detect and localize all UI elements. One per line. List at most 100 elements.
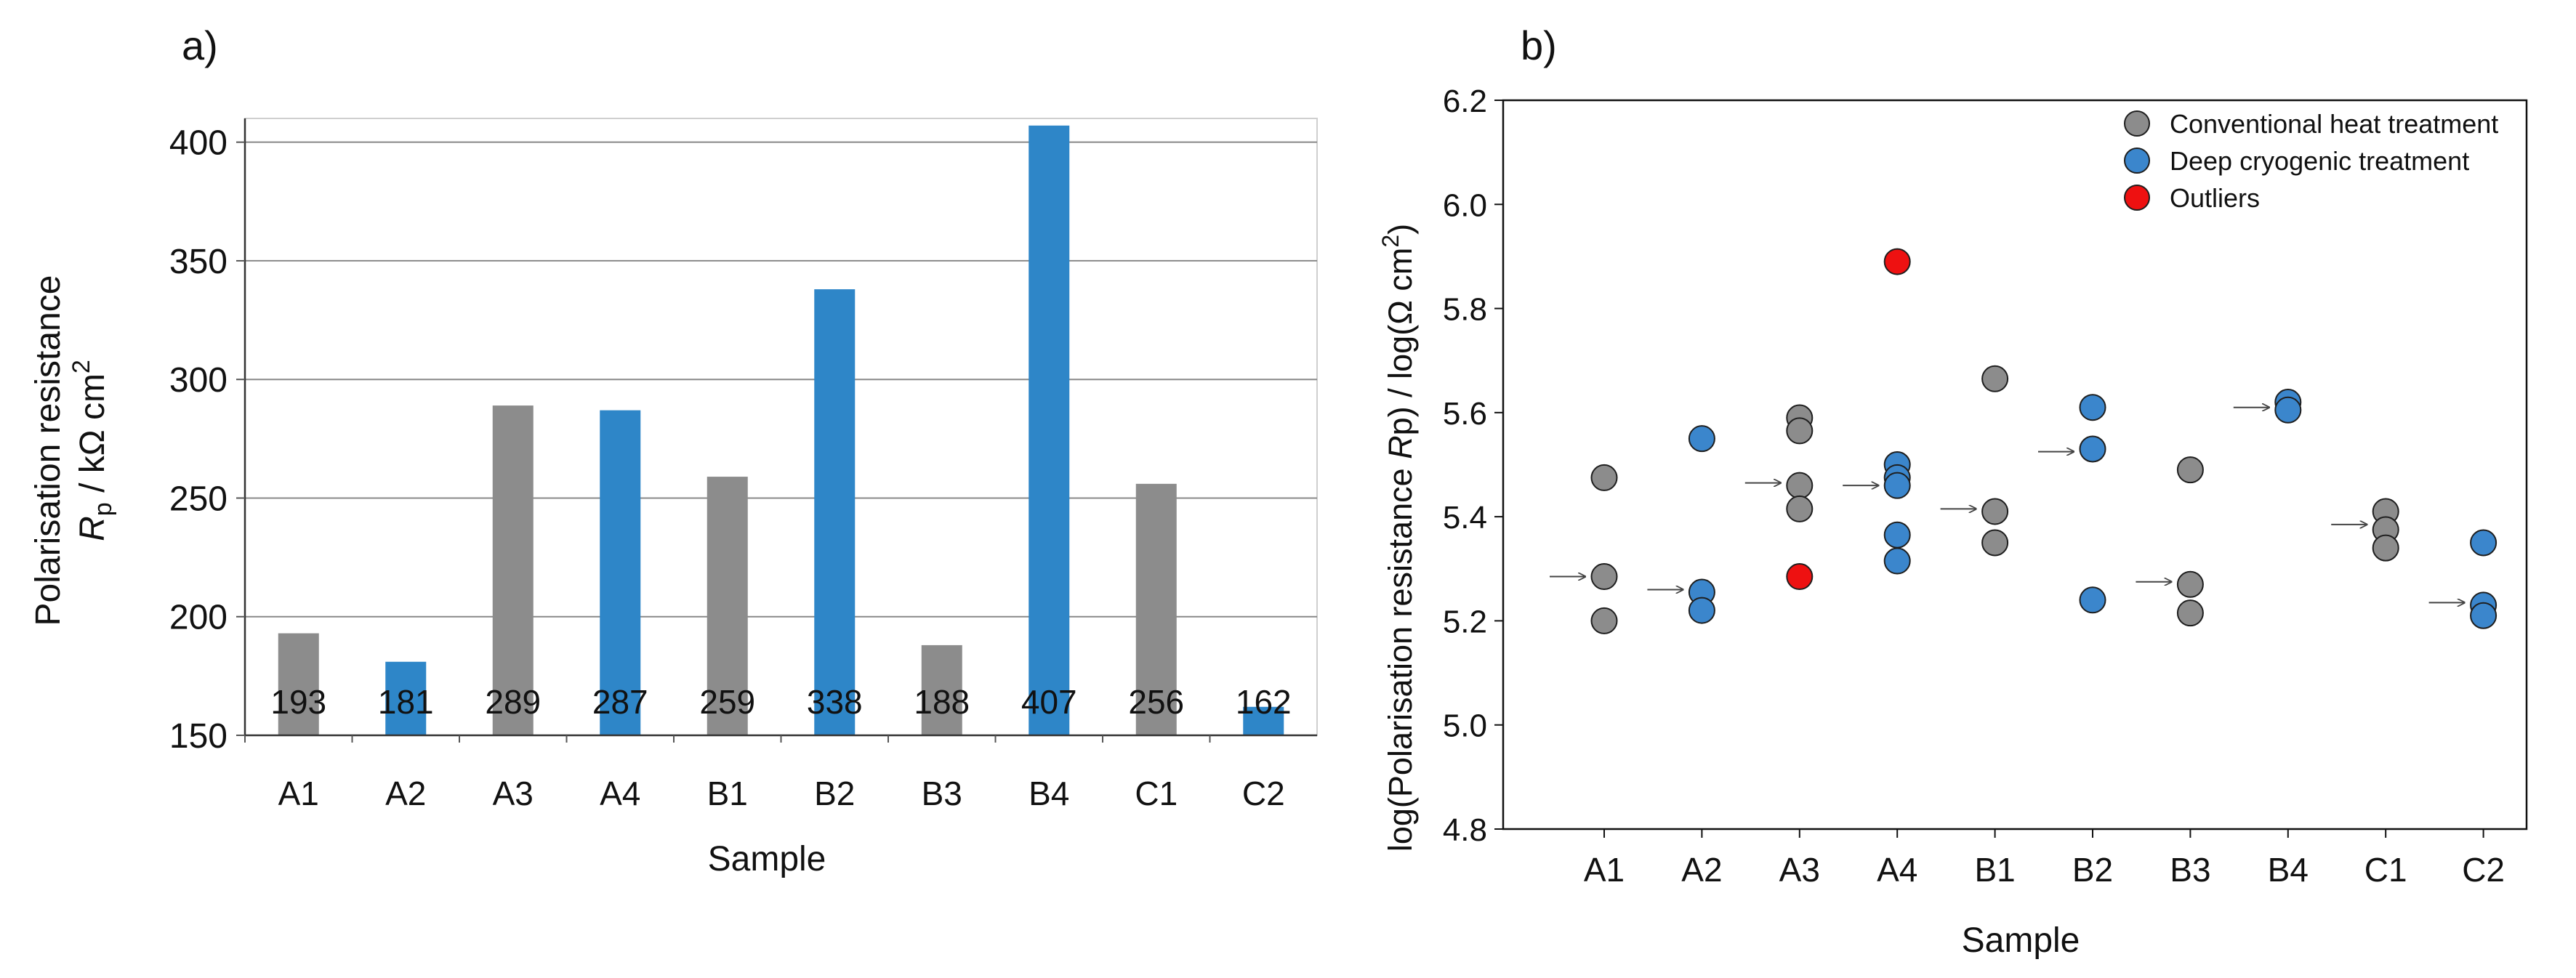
point-conventional-A3 bbox=[1786, 495, 1814, 522]
mean-arrow-markers bbox=[1550, 408, 2465, 603]
legend-marker-cryogenic bbox=[2124, 147, 2150, 174]
bar-chart-y-ticks: 150 200 250 300 350 400 bbox=[169, 124, 245, 756]
point-cryogenic-C2 bbox=[2470, 602, 2497, 629]
bar-series bbox=[278, 125, 1284, 736]
bar-value-label: 162 bbox=[1236, 683, 1292, 721]
y-tick-label: 6.2 bbox=[1443, 84, 1487, 119]
bar-chart-y-axis-title: Polarisation resistance Rp / kΩ cm2 bbox=[29, 275, 117, 626]
bar-chart-x-axis-title: Sample bbox=[708, 840, 826, 878]
x-tick-label: B1 bbox=[707, 775, 748, 812]
point-conventional-A1 bbox=[1590, 563, 1618, 591]
bar-value-label: 188 bbox=[914, 683, 970, 721]
y-tick-label: 200 bbox=[169, 599, 228, 637]
scatter-frame bbox=[1502, 99, 2528, 831]
scatter-x-axis-title: Sample bbox=[1962, 921, 2080, 960]
bar-C1 bbox=[1135, 483, 1177, 735]
panel-a-label: a) bbox=[182, 23, 218, 68]
bar-value-labels: 193 181 289 287 259 338 188 407 256 162 bbox=[270, 683, 1291, 721]
x-tick-label: B4 bbox=[2268, 851, 2309, 889]
x-tick-label: A4 bbox=[1877, 851, 1917, 889]
scatter-chart-panel: b) 4.8 5.0 5.2 5.4 5.6 5.8 6.0 6.2 A1 A2 A3 A4 B1 B2… bbox=[1377, 23, 2528, 960]
scatter-y-ticks: 4.8 5.0 5.2 5.4 5.6 5.8 6.0 6.2 bbox=[1443, 84, 1503, 848]
scatter-x-ticks: A1 A2 A3 A4 B1 B2 B3 B4 C1 C2 bbox=[1584, 829, 2505, 889]
x-tick-label: C2 bbox=[1242, 775, 1285, 812]
scatter-legend: Conventional heat treatment Deep cryogeni… bbox=[2124, 109, 2498, 213]
point-cryogenic-A4 bbox=[1883, 521, 1911, 549]
point-cryogenic-B2 bbox=[2079, 394, 2106, 421]
x-tick-label: B1 bbox=[1974, 851, 2015, 889]
point-cryogenic-B2 bbox=[2079, 586, 2106, 614]
y-axis-title-line2: Rp / kΩ cm2 bbox=[68, 360, 117, 541]
y-tick-label: 6.0 bbox=[1443, 187, 1487, 223]
x-tick-label: A4 bbox=[600, 775, 640, 812]
bar-B1 bbox=[707, 477, 748, 735]
bar-value-label: 287 bbox=[592, 683, 648, 721]
x-tick-label: B3 bbox=[2170, 851, 2210, 889]
point-conventional-B1 bbox=[1981, 529, 2009, 557]
scatter-points bbox=[1590, 248, 2497, 634]
point-conventional-B1 bbox=[1981, 365, 2009, 392]
point-conventional-A3 bbox=[1786, 472, 1814, 499]
panel-b-label: b) bbox=[1521, 23, 1557, 68]
y-tick-label: 5.8 bbox=[1443, 292, 1487, 328]
point-cryogenic-A4 bbox=[1883, 547, 1911, 575]
y-tick-label: 5.6 bbox=[1443, 396, 1487, 432]
y-tick-label: 250 bbox=[169, 480, 228, 518]
x-tick-label: A1 bbox=[1584, 851, 1625, 889]
y-tick-label: 300 bbox=[169, 361, 228, 400]
y-tick-label: 5.2 bbox=[1443, 604, 1487, 639]
y-tick-label: 350 bbox=[169, 243, 228, 281]
scatter-y-axis-title: log(Polarisation resistance Rp) / log(Ω … bbox=[1377, 224, 1419, 852]
bar-A3 bbox=[492, 405, 534, 735]
x-tick-label: A3 bbox=[493, 775, 534, 812]
x-tick-label: C1 bbox=[2364, 851, 2407, 889]
y-axis-title-line1: Polarisation resistance bbox=[29, 275, 68, 626]
point-cryogenic-A2 bbox=[1688, 597, 1715, 624]
bar-A1 bbox=[278, 633, 319, 735]
scatter-plot-frame bbox=[1502, 99, 2528, 831]
x-tick-label: B2 bbox=[814, 775, 855, 812]
point-conventional-A1 bbox=[1590, 607, 1618, 634]
y-tick-label: 5.0 bbox=[1443, 708, 1487, 744]
point-cryogenic-C2 bbox=[2470, 529, 2497, 557]
bar-value-label: 256 bbox=[1128, 683, 1184, 721]
point-cryogenic-A2 bbox=[1688, 425, 1715, 453]
x-tick-label: A2 bbox=[1681, 851, 1722, 889]
bar-B3 bbox=[921, 644, 962, 735]
x-tick-label: A2 bbox=[385, 775, 426, 812]
bar-value-label: 289 bbox=[485, 683, 541, 721]
x-tick-label: B3 bbox=[922, 775, 962, 812]
point-conventional-B1 bbox=[1981, 498, 2009, 525]
x-tick-label: B4 bbox=[1029, 775, 1069, 812]
point-cryogenic-B2 bbox=[2079, 435, 2106, 463]
y-tick-label: 4.8 bbox=[1443, 812, 1487, 848]
bar-value-label: 193 bbox=[270, 683, 326, 721]
point-conventional-A3 bbox=[1786, 417, 1814, 445]
bar-value-label: 338 bbox=[807, 683, 863, 721]
x-tick-label: C1 bbox=[1135, 775, 1178, 812]
bar-C2 bbox=[1243, 706, 1284, 735]
bar-B4 bbox=[1029, 125, 1070, 736]
bar-value-label: 407 bbox=[1021, 683, 1077, 721]
bar-chart-x-ticks: A1 A2 A3 A4 B1 B2 B3 B4 C1 C2 bbox=[244, 735, 1285, 812]
bar-A2 bbox=[385, 661, 427, 735]
legend-label-outlier: Outliers bbox=[2170, 183, 2260, 213]
point-outlier-A4 bbox=[1883, 248, 1911, 275]
x-tick-label: B2 bbox=[2072, 851, 2113, 889]
point-conventional-A1 bbox=[1590, 464, 1618, 491]
legend-label-cryogenic: Deep cryogenic treatment bbox=[2170, 146, 2469, 176]
point-cryogenic-B4 bbox=[2274, 396, 2302, 424]
bar-value-label: 259 bbox=[699, 683, 755, 721]
point-conventional-B3 bbox=[2176, 599, 2204, 627]
bar-B2 bbox=[814, 289, 856, 736]
point-outlier-A3 bbox=[1786, 563, 1814, 591]
legend-label-conventional: Conventional heat treatment bbox=[2170, 109, 2498, 139]
bar-chart-panel: a) 150 200 250 300 350 400 A1 A2 A3 A4 B1 B2 B3 B4 C1… bbox=[29, 23, 1318, 878]
x-tick-label: A3 bbox=[1779, 851, 1820, 889]
point-cryogenic-A4 bbox=[1883, 472, 1911, 499]
x-tick-label: A1 bbox=[278, 775, 319, 812]
point-conventional-B3 bbox=[2176, 570, 2204, 598]
bar-A4 bbox=[600, 410, 641, 735]
bar-value-label: 181 bbox=[378, 683, 434, 721]
